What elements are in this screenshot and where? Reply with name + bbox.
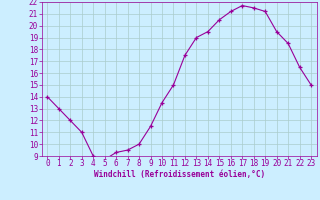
X-axis label: Windchill (Refroidissement éolien,°C): Windchill (Refroidissement éolien,°C)	[94, 170, 265, 179]
